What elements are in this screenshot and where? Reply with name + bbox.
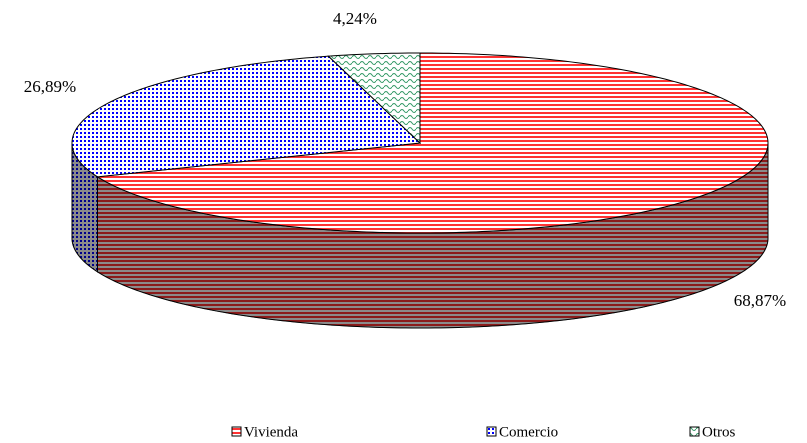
legend-label: Vivienda xyxy=(244,424,298,440)
legend-swatch xyxy=(486,426,497,437)
legend-label: Comercio xyxy=(499,424,558,440)
data-label: 68,87% xyxy=(734,291,786,310)
data-label: 26,89% xyxy=(24,77,76,96)
slice xyxy=(95,52,769,234)
legend-label: Otros xyxy=(702,424,735,440)
legend-swatch xyxy=(231,426,242,437)
slice xyxy=(327,52,421,145)
data-label: 4,24% xyxy=(333,9,377,28)
legend-swatch xyxy=(689,426,700,437)
slice xyxy=(71,55,422,178)
